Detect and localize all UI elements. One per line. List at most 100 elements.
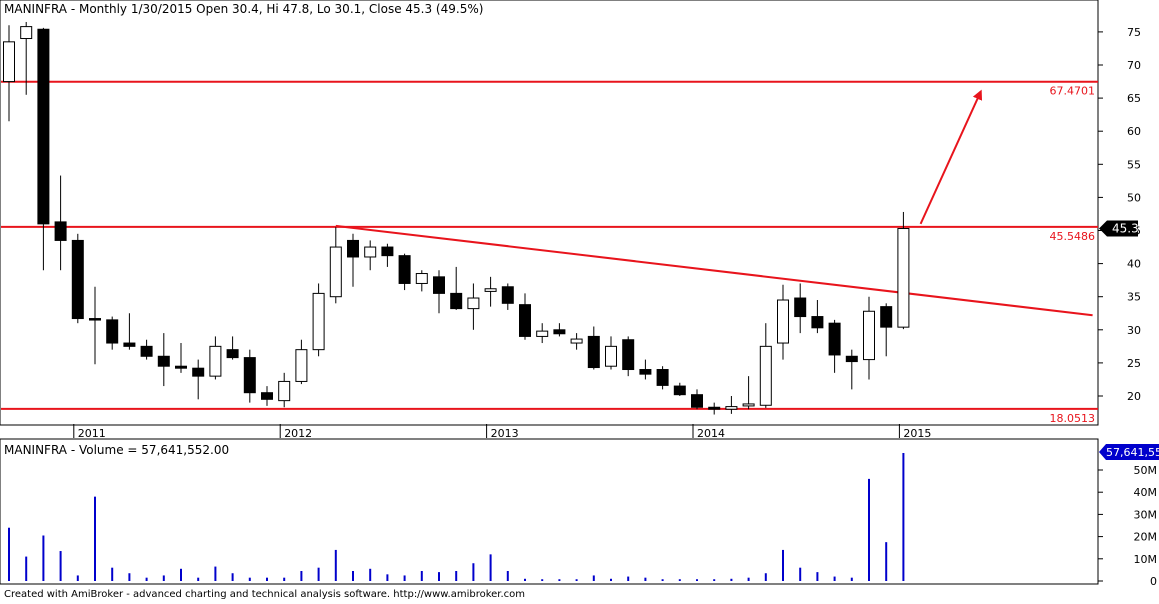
candle: [759, 323, 772, 408]
price-y-tick-label: 35: [1127, 291, 1141, 304]
volume-title-value: 57,641,552.00: [141, 443, 229, 457]
candle: [3, 25, 15, 122]
volume-y-tick-label: 40M: [1134, 486, 1158, 499]
price-y-tick-label: 40: [1127, 258, 1141, 271]
volume-y-tick-label: 10M: [1134, 553, 1158, 566]
candle: [37, 27, 50, 271]
candle-body-up: [20, 26, 33, 40]
candle: [777, 284, 789, 360]
horizontal-level-label: 45.5486: [1050, 230, 1096, 243]
year-tick-label: 2012: [284, 427, 312, 440]
price-panel-frame: [0, 0, 1099, 426]
year-tick-label: 2015: [903, 427, 931, 440]
candle: [398, 253, 411, 291]
candle-body-down: [794, 297, 807, 318]
candle: [708, 402, 721, 415]
candle-body-up: [312, 292, 325, 351]
candle: [484, 276, 497, 307]
support-resistance-levels: 67.4701 45.5486 18.0513: [1, 80, 1098, 425]
candle: [742, 376, 755, 410]
price-y-tick-label: 30: [1127, 324, 1141, 337]
candle-body-down: [519, 304, 531, 337]
projection-arrow: [919, 89, 983, 225]
volume-y-tick-label: 50M: [1134, 464, 1158, 477]
candle-body-up: [329, 246, 342, 298]
year-tick-label: 2011: [78, 427, 106, 440]
candle: [691, 389, 703, 410]
candle: [622, 336, 635, 377]
candle: [897, 211, 910, 330]
price-y-tick-label: 50: [1127, 191, 1141, 204]
candle: [553, 323, 566, 337]
candle: [381, 243, 394, 267]
candle-body-down: [673, 385, 686, 396]
candle-body-up: [897, 228, 910, 328]
candle: [794, 283, 807, 334]
candle-body-up: [484, 288, 497, 292]
candle-body-up: [295, 349, 308, 382]
candle-body-down: [656, 369, 669, 386]
candle: [106, 316, 119, 350]
candle: [845, 349, 858, 390]
candle: [329, 227, 342, 304]
candle: [71, 233, 84, 324]
candle: [639, 359, 652, 380]
candle-body-up: [209, 345, 222, 377]
candle-body-down: [622, 339, 635, 371]
candle: [570, 333, 583, 350]
trend-lines: [335, 89, 1093, 317]
time-x-axis: 2011 2012 2013 2014 2015: [73, 424, 931, 440]
candle-body-down: [691, 394, 703, 408]
candle-body-down: [811, 316, 824, 329]
candle-body-up: [759, 345, 772, 406]
candle: [863, 296, 875, 380]
candle-body-down: [587, 335, 600, 369]
candle-body-down: [157, 355, 170, 367]
candle-body-up: [278, 380, 291, 402]
candle: [347, 233, 359, 287]
candle-body-down: [381, 246, 394, 257]
candle-body-down: [708, 406, 721, 410]
candle: [811, 300, 824, 334]
candle-body-up: [570, 338, 583, 344]
candle: [243, 349, 256, 403]
candle-body-down: [54, 221, 67, 241]
candle-body-down: [192, 367, 205, 377]
candle: [20, 21, 33, 95]
candle: [364, 240, 377, 271]
candle-body-up: [725, 406, 738, 410]
candle: [261, 386, 273, 406]
candle: [175, 343, 187, 373]
candle: [501, 283, 514, 310]
candle: [89, 286, 101, 365]
candle-body-down: [880, 306, 893, 328]
candle-body-up: [467, 297, 480, 310]
volume-panel-frame: [0, 438, 1099, 585]
year-tick-label: 2013: [491, 427, 519, 440]
volume-last-value-text: 57,641,552: [1106, 446, 1159, 459]
price-y-tick-label: 20: [1127, 390, 1141, 403]
candle: [605, 336, 617, 370]
candle-body-down: [398, 255, 411, 284]
candle-body-down: [175, 365, 187, 369]
candle: [192, 359, 205, 400]
candle-body-up: [605, 345, 617, 367]
candle: [140, 339, 153, 360]
candle: [828, 319, 841, 373]
candle-body-down: [123, 342, 136, 347]
price-y-tick-label: 25: [1127, 357, 1141, 370]
price-y-tick-label: 75: [1127, 26, 1141, 39]
candle: [278, 372, 291, 408]
candle-body-up: [415, 273, 428, 284]
candle-body-down: [501, 286, 514, 304]
volume-panel-title: MANINFRA - Volume = 57,641,552.00: [4, 443, 229, 457]
horizontal-level-label: 67.4701: [1050, 85, 1096, 98]
candle-body-up: [742, 403, 755, 407]
candle-body-down: [89, 318, 101, 321]
candle: [312, 283, 325, 357]
candle-body-down: [828, 322, 841, 356]
candle: [123, 313, 136, 350]
candle-body-up: [536, 330, 549, 337]
